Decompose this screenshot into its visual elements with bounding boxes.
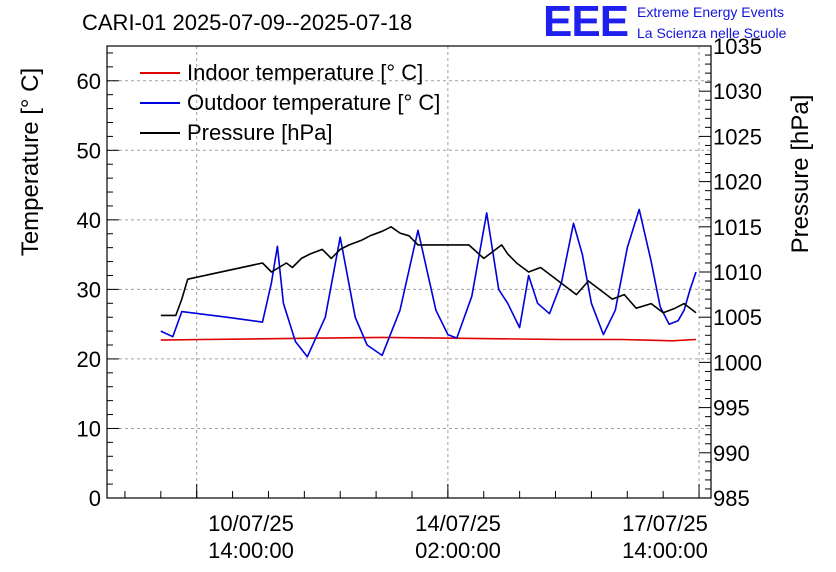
legend-label-pressure: Pressure [hPa] — [187, 120, 333, 145]
series-line-3 — [160, 226, 697, 317]
y-right-tick-label: 1025 — [713, 124, 762, 149]
eee-logo-line2: La Scienza nelle Scuole — [637, 25, 787, 41]
y-left-tick-label: 60 — [77, 69, 101, 94]
y-right-tick-label: 1005 — [713, 305, 762, 330]
y-left-tick-label: 10 — [77, 416, 101, 441]
y-left-tick-label: 20 — [77, 347, 101, 372]
y-right-tick-label: 995 — [713, 396, 750, 421]
y-left-tick-label: 40 — [77, 208, 101, 233]
y-right-tick-label: 1000 — [713, 350, 762, 375]
x-tick-time-2: 02:00:00 — [415, 538, 501, 563]
x-tick-time-1: 14:00:00 — [208, 538, 294, 563]
chart-title: CARI-01 2025-07-09--2025-07-18 — [82, 10, 413, 35]
eee-logo-line1: Extreme Energy Events — [637, 4, 785, 20]
x-tick-date-1: 10/07/25 — [208, 511, 294, 536]
x-tick-label-2: 14/07/25 02:00:00 — [378, 510, 538, 564]
legend-label-outdoor: Outdoor temperature [° C] — [187, 90, 441, 115]
y-right-tick-label: 1030 — [713, 79, 762, 104]
y-left-tick-label: 0 — [89, 486, 101, 511]
series-line-2 — [160, 208, 697, 358]
y-right-tick-label: 985 — [713, 486, 750, 511]
x-tick-label-3: 17/07/25 14:00:00 — [585, 510, 745, 564]
x-tick-date-3: 17/07/25 — [622, 511, 708, 536]
eee-logo-mark: EEE — [543, 0, 629, 46]
x-tick-time-3: 14:00:00 — [622, 538, 708, 563]
y-right-tick-label: 1015 — [713, 215, 762, 240]
x-tick-date-2: 14/07/25 — [415, 511, 501, 536]
y-right-tick-label: 1010 — [713, 260, 762, 285]
y-left-tick-label: 30 — [77, 277, 101, 302]
y-right-tick-label: 990 — [713, 441, 750, 466]
y-left-tick-label: 50 — [77, 138, 101, 163]
x-tick-label-1: 10/07/25 14:00:00 — [171, 510, 331, 564]
y-right-tick-label: 1035 — [713, 34, 762, 59]
y-right-tick-label: 1020 — [713, 170, 762, 195]
legend-label-indoor: Indoor temperature [° C] — [187, 60, 424, 85]
series-line-1 — [160, 336, 697, 342]
